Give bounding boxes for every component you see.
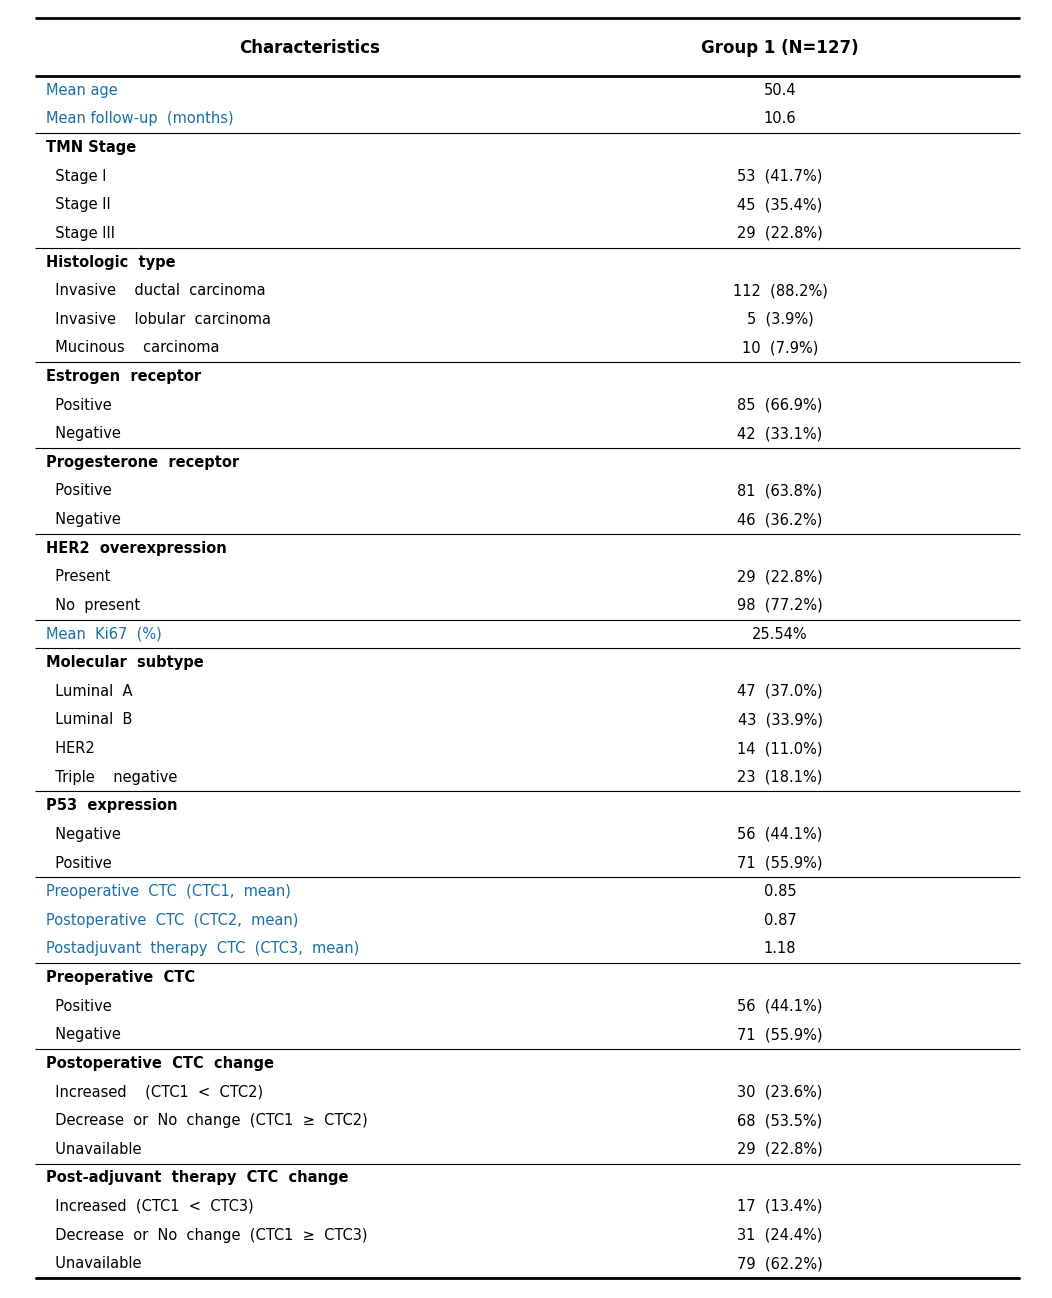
Text: 81  (63.8%): 81 (63.8%) [737, 483, 823, 498]
Text: 17  (13.4%): 17 (13.4%) [737, 1199, 823, 1214]
Text: Invasive    ductal  carcinoma: Invasive ductal carcinoma [45, 283, 265, 299]
Text: Stage III: Stage III [45, 226, 115, 241]
Text: 1.18: 1.18 [764, 941, 796, 957]
Text: Mean age: Mean age [45, 83, 117, 97]
Text: Triple    negative: Triple negative [45, 770, 177, 785]
Text: Stage II: Stage II [45, 197, 110, 213]
Text: 29  (22.8%): 29 (22.8%) [737, 1142, 823, 1157]
Text: P53  expression: P53 expression [45, 798, 177, 814]
Text: 71  (55.9%): 71 (55.9%) [737, 855, 823, 871]
Text: Postoperative  CTC  change: Postoperative CTC change [45, 1055, 274, 1071]
Text: 0.85: 0.85 [764, 884, 796, 900]
Text: Molecular  subtype: Molecular subtype [45, 655, 203, 670]
Text: Mean follow-up  (months): Mean follow-up (months) [45, 112, 234, 126]
Text: 29  (22.8%): 29 (22.8%) [737, 570, 823, 584]
Text: Preoperative  CTC  (CTC1,  mean): Preoperative CTC (CTC1, mean) [45, 884, 290, 900]
Text: Histologic  type: Histologic type [45, 254, 175, 270]
Text: Negative: Negative [45, 1027, 120, 1042]
Text: 30  (23.6%): 30 (23.6%) [737, 1084, 823, 1099]
Text: 53  (41.7%): 53 (41.7%) [737, 169, 823, 183]
Text: 10  (7.9%): 10 (7.9%) [742, 340, 818, 356]
Text: Invasive    lobular  carcinoma: Invasive lobular carcinoma [45, 312, 270, 327]
Text: Negative: Negative [45, 513, 120, 527]
Text: 31  (24.4%): 31 (24.4%) [737, 1228, 823, 1242]
Text: Group 1 (N=127): Group 1 (N=127) [702, 39, 858, 57]
Text: Negative: Negative [45, 827, 120, 842]
Text: HER2  overexpression: HER2 overexpression [45, 541, 226, 556]
Text: Post-adjuvant  therapy  CTC  change: Post-adjuvant therapy CTC change [45, 1171, 348, 1185]
Text: 0.87: 0.87 [764, 912, 796, 928]
Text: Present: Present [45, 570, 109, 584]
Text: Progesterone  receptor: Progesterone receptor [45, 454, 239, 470]
Text: Positive: Positive [45, 855, 112, 871]
Text: 56  (44.1%): 56 (44.1%) [737, 827, 823, 842]
Text: Luminal  A: Luminal A [45, 684, 132, 698]
Text: Unavailable: Unavailable [45, 1256, 141, 1271]
Text: Mucinous    carcinoma: Mucinous carcinoma [45, 340, 219, 356]
Text: Unavailable: Unavailable [45, 1142, 141, 1157]
Text: Positive: Positive [45, 483, 112, 498]
Text: Positive: Positive [45, 998, 112, 1014]
Text: Estrogen  receptor: Estrogen receptor [45, 369, 201, 384]
Text: 46  (36.2%): 46 (36.2%) [737, 513, 823, 527]
Text: 56  (44.1%): 56 (44.1%) [737, 998, 823, 1014]
Text: 68  (53.5%): 68 (53.5%) [737, 1114, 823, 1128]
Text: 98  (77.2%): 98 (77.2%) [737, 598, 823, 613]
Text: 14  (11.0%): 14 (11.0%) [737, 741, 823, 755]
Text: Increased  (CTC1  <  CTC3): Increased (CTC1 < CTC3) [45, 1199, 254, 1214]
Text: 71  (55.9%): 71 (55.9%) [737, 1027, 823, 1042]
Text: Decrease  or  No  change  (CTC1  ≥  CTC2): Decrease or No change (CTC1 ≥ CTC2) [45, 1114, 367, 1128]
Text: TMN Stage: TMN Stage [45, 140, 136, 154]
Text: 29  (22.8%): 29 (22.8%) [737, 226, 823, 241]
Text: Increased    (CTC1  <  CTC2): Increased (CTC1 < CTC2) [45, 1084, 263, 1099]
Text: 23  (18.1%): 23 (18.1%) [737, 770, 823, 785]
Text: 79  (62.2%): 79 (62.2%) [737, 1256, 823, 1271]
Text: 5  (3.9%): 5 (3.9%) [747, 312, 813, 327]
Text: Positive: Positive [45, 397, 112, 413]
Text: Postadjuvant  therapy  CTC  (CTC3,  mean): Postadjuvant therapy CTC (CTC3, mean) [45, 941, 359, 957]
Text: No  present: No present [45, 598, 140, 613]
Text: 85  (66.9%): 85 (66.9%) [737, 397, 823, 413]
Text: Preoperative  CTC: Preoperative CTC [45, 970, 195, 985]
Text: 112  (88.2%): 112 (88.2%) [732, 283, 828, 299]
Text: 47  (37.0%): 47 (37.0%) [737, 684, 823, 698]
Text: Negative: Negative [45, 426, 120, 441]
Text: 45  (35.4%): 45 (35.4%) [737, 197, 823, 213]
Text: 25.54%: 25.54% [752, 627, 808, 641]
Text: Postoperative  CTC  (CTC2,  mean): Postoperative CTC (CTC2, mean) [45, 912, 298, 928]
Text: Luminal  B: Luminal B [45, 713, 132, 727]
Text: Decrease  or  No  change  (CTC1  ≥  CTC3): Decrease or No change (CTC1 ≥ CTC3) [45, 1228, 367, 1242]
Text: Mean  Ki67  (%): Mean Ki67 (%) [45, 627, 161, 641]
Text: 42  (33.1%): 42 (33.1%) [737, 426, 823, 441]
Text: 50.4: 50.4 [764, 83, 796, 97]
Text: 43  (33.9%): 43 (33.9%) [737, 713, 823, 727]
Text: Characteristics: Characteristics [240, 39, 381, 57]
Text: 10.6: 10.6 [764, 112, 796, 126]
Text: HER2: HER2 [45, 741, 95, 755]
Text: Stage I: Stage I [45, 169, 106, 183]
